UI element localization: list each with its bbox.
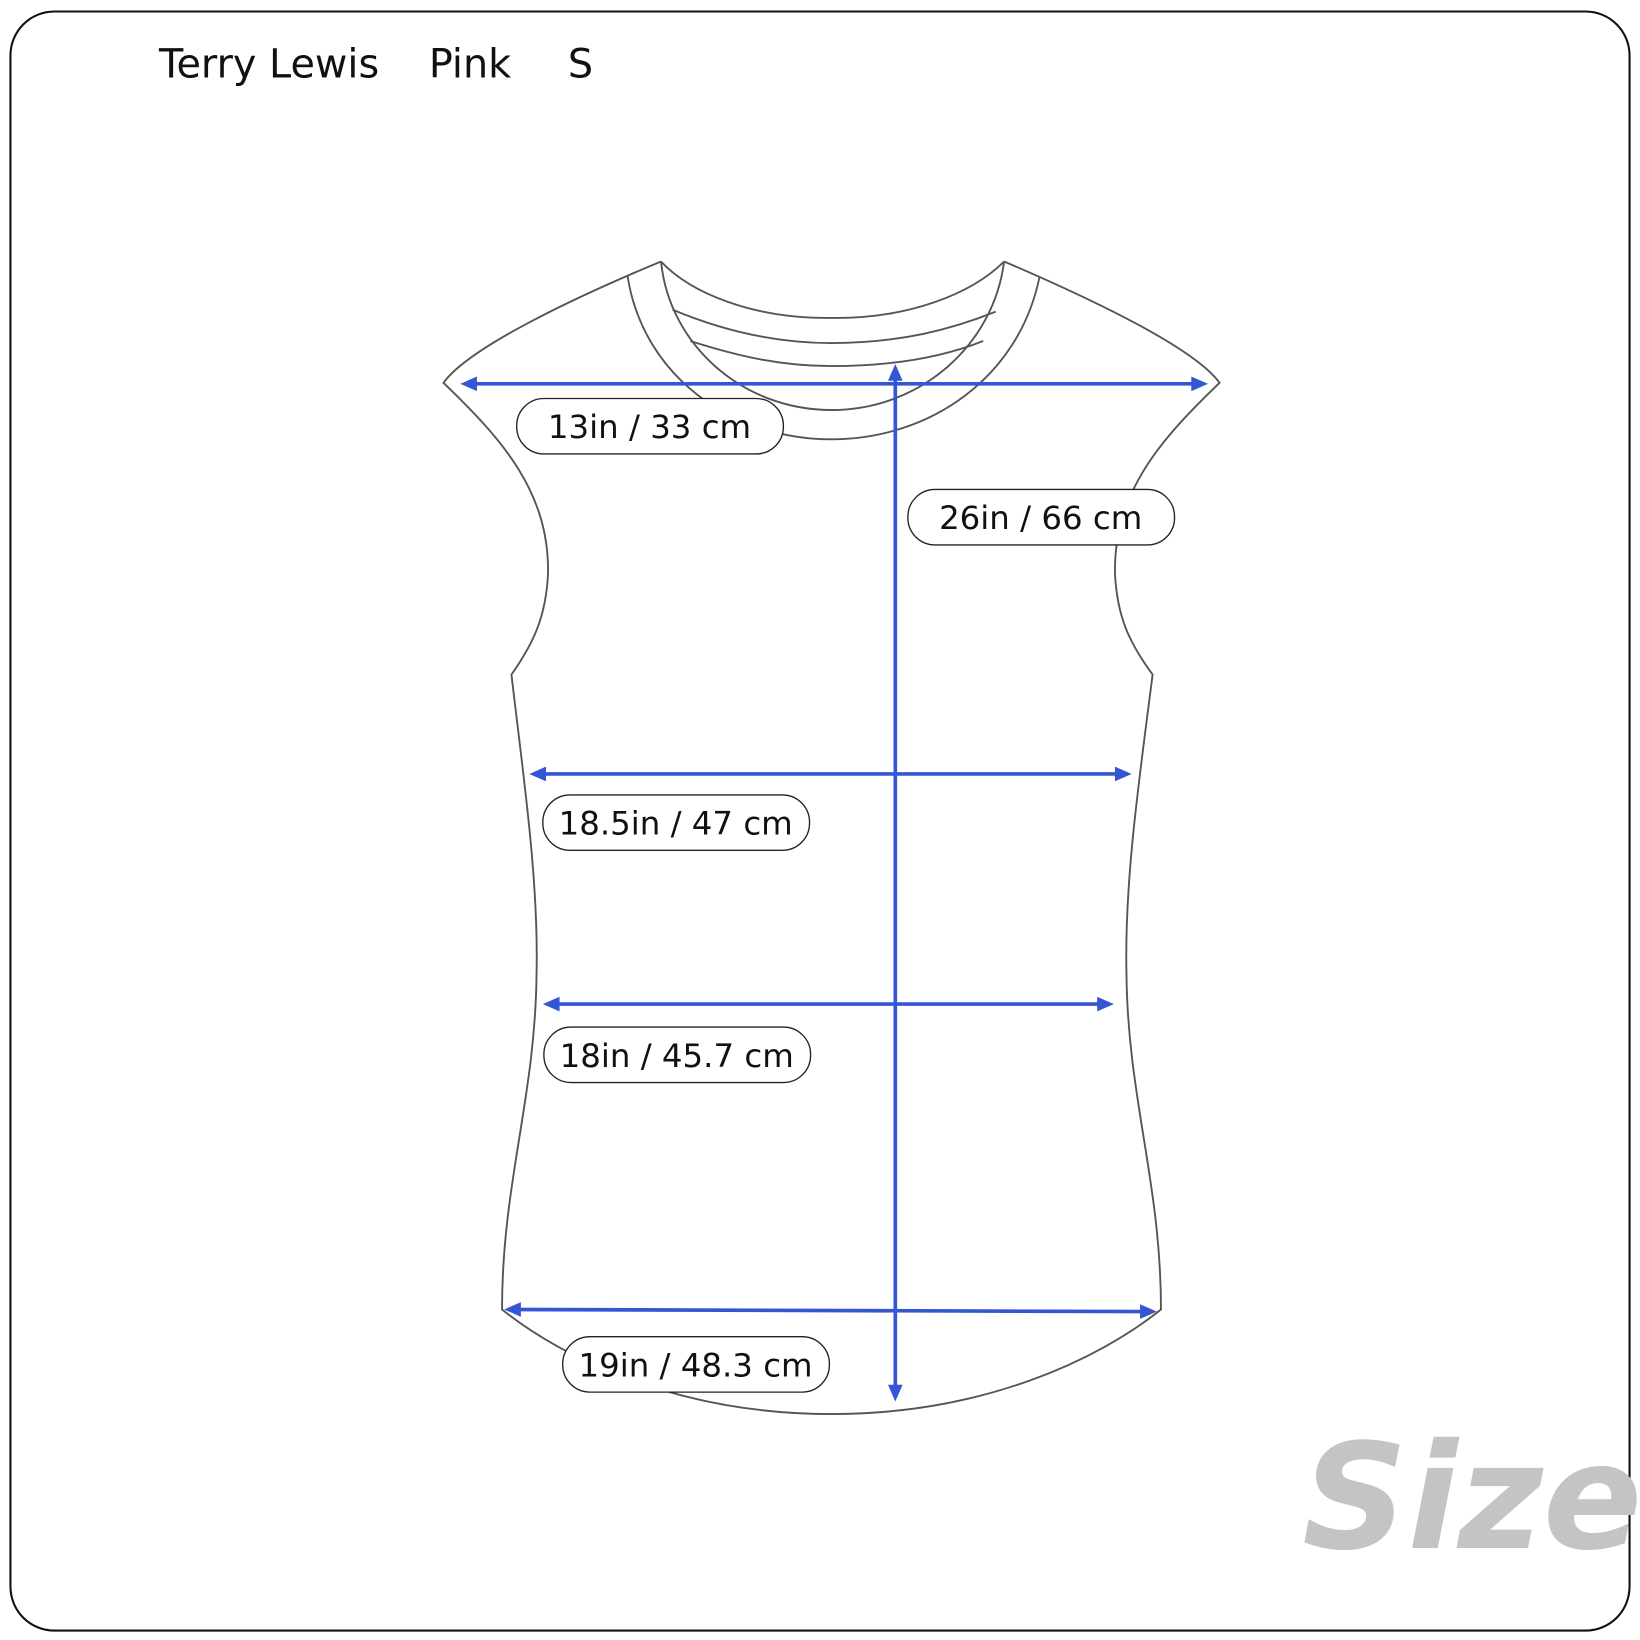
hem-arrow — [504, 1302, 1157, 1319]
brand-name: Terry Lewis — [158, 41, 379, 87]
chest-arrow — [529, 766, 1132, 782]
logo-text: Size.ly — [1302, 1412, 1640, 1583]
length-value: 26in / 66 cm — [939, 499, 1142, 537]
hem-value: 19in / 48.3 cm — [578, 1346, 812, 1384]
color-name: Pink — [429, 41, 511, 87]
length-arrow — [887, 363, 903, 1402]
shirt-outline — [442, 260, 1221, 1416]
hem-label: 19in / 48.3 cm — [562, 1336, 831, 1393]
waist-label: 18in / 45.7 cm — [543, 1026, 812, 1084]
shoulder-arrow — [460, 376, 1209, 392]
shoulder-value: 13in / 33 cm — [548, 408, 751, 446]
chest-label: 18.5in / 47 cm — [542, 794, 811, 852]
shoulder-label: 13in / 33 cm — [516, 397, 785, 455]
length-label: 26in / 66 cm — [907, 488, 1176, 546]
card-frame — [9, 10, 1631, 1632]
size-name: S — [568, 41, 593, 87]
waist-arrow — [542, 996, 1114, 1012]
chest-value: 18.5in / 47 cm — [559, 805, 793, 843]
waist-value: 18in / 45.7 cm — [560, 1037, 794, 1075]
sizely-logo: Size.ly — [1302, 1412, 1640, 1583]
